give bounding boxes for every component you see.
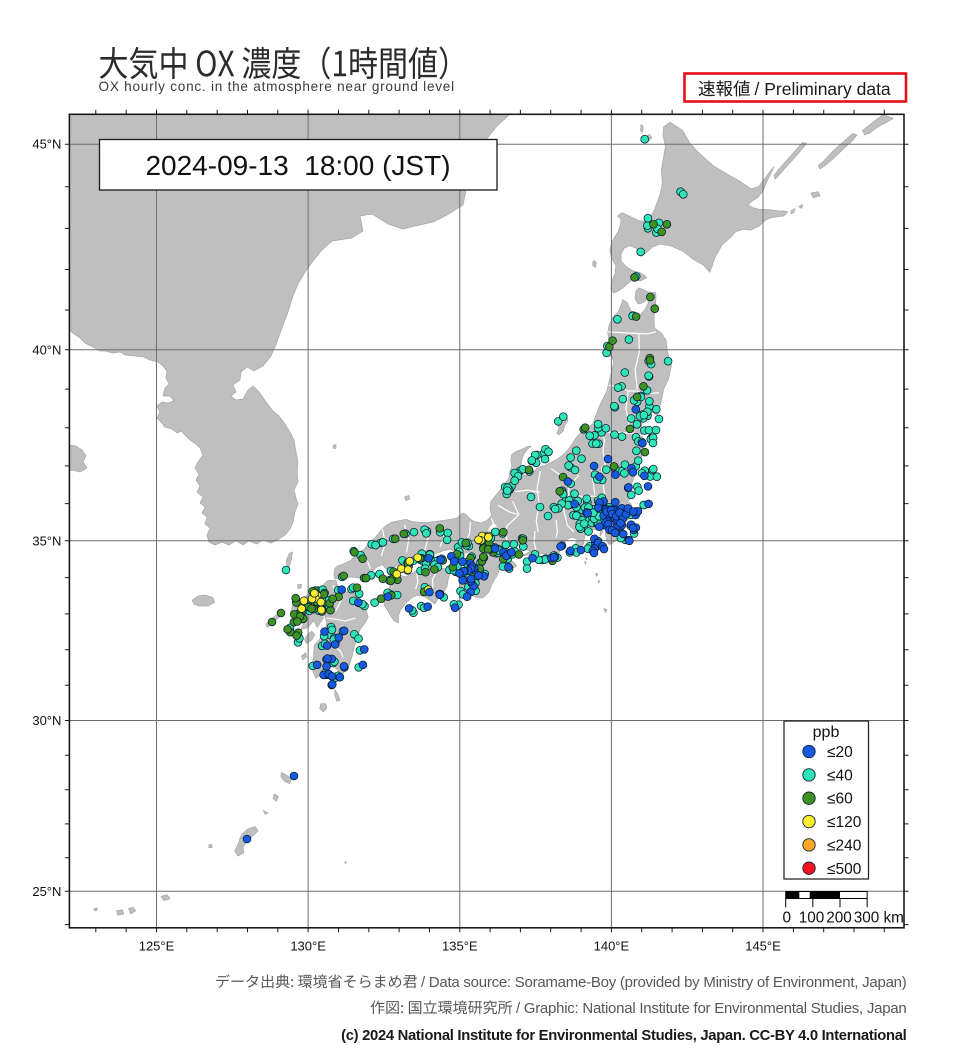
svg-text:140°E: 140°E — [594, 939, 630, 954]
svg-text:25°N: 25°N — [32, 884, 61, 899]
svg-text:/ Graphic: National Institute: / Graphic: National Institute for Enviro… — [516, 1000, 907, 1017]
svg-text:45°N: 45°N — [32, 137, 61, 152]
svg-text:≤240: ≤240 — [827, 837, 862, 854]
svg-text:/ Data source: Soramame-Boy (p: / Data source: Soramame-Boy (provided by… — [421, 974, 907, 991]
svg-text:35°N: 35°N — [32, 533, 61, 548]
svg-text:/ Preliminary data: / Preliminary data — [755, 79, 891, 99]
svg-text:145°E: 145°E — [745, 939, 781, 954]
svg-text:300: 300 — [854, 910, 880, 927]
svg-text:≤120: ≤120 — [827, 814, 862, 831]
svg-text:≤40: ≤40 — [827, 767, 853, 784]
svg-text:ppb: ppb — [813, 724, 840, 741]
svg-text:0: 0 — [783, 910, 792, 927]
svg-text:km: km — [884, 910, 904, 927]
svg-text:≤500: ≤500 — [827, 861, 862, 878]
svg-text:OX hourly conc. in the atmosph: OX hourly conc. in the atmosphere near g… — [99, 79, 455, 94]
svg-text:2024-09-13 18:00 (JST): 2024-09-13 18:00 (JST) — [145, 150, 450, 181]
svg-text:≤20: ≤20 — [827, 744, 853, 761]
svg-text:130°E: 130°E — [290, 939, 326, 954]
svg-text:(c) 2024 National Institute fo: (c) 2024 National Institute for Environm… — [341, 1028, 907, 1044]
svg-text:30°N: 30°N — [32, 713, 61, 728]
svg-text:125°E: 125°E — [139, 939, 175, 954]
svg-text:135°E: 135°E — [442, 939, 478, 954]
svg-text:≤60: ≤60 — [827, 791, 853, 808]
svg-text:100: 100 — [799, 910, 825, 927]
svg-text:200: 200 — [826, 910, 852, 927]
svg-text:40°N: 40°N — [32, 342, 61, 357]
